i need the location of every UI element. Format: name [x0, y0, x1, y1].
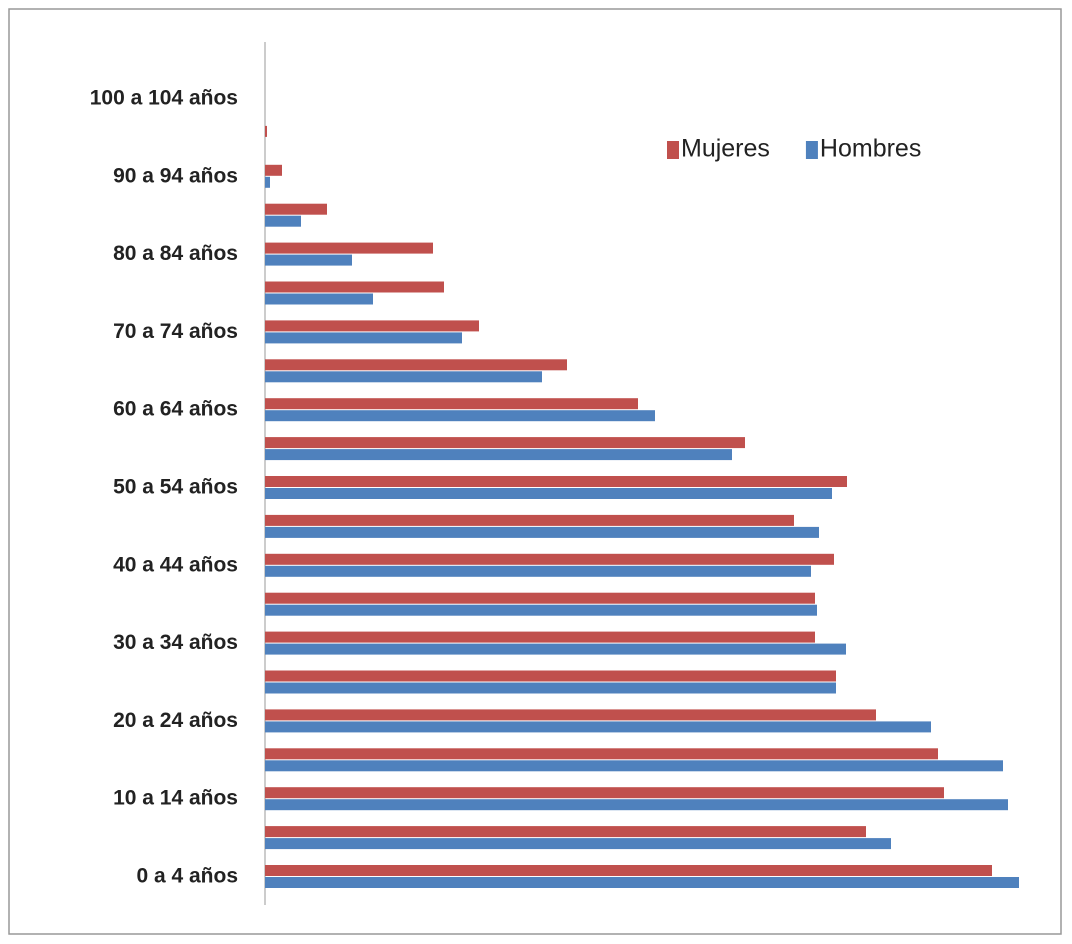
bar [265, 164, 282, 176]
bar [265, 826, 866, 838]
bar [265, 787, 944, 799]
legend-label: Mujeres [681, 135, 770, 163]
bar [265, 799, 1008, 811]
bar [265, 748, 938, 760]
bar [265, 281, 444, 293]
bar [265, 670, 836, 682]
bar [265, 865, 992, 876]
bar [265, 592, 815, 604]
bar [265, 514, 794, 526]
bar [265, 643, 846, 655]
bar [265, 320, 479, 332]
bar [265, 838, 891, 850]
bar [265, 242, 433, 254]
bar [265, 203, 327, 215]
legend-label: Hombres [820, 135, 921, 163]
bar [265, 176, 270, 188]
chart-frame [8, 8, 1062, 935]
bar [265, 604, 817, 616]
bar [265, 215, 301, 227]
bar [265, 526, 819, 538]
y-tick-label: 70 a 74 años [113, 320, 238, 343]
legend-swatch [805, 141, 818, 159]
y-tick-label: 30 a 34 años [113, 631, 238, 654]
bar [265, 398, 638, 410]
y-tick-label: 20 a 24 años [113, 709, 238, 732]
y-tick-label: 80 a 84 años [113, 242, 238, 265]
bar [265, 437, 745, 449]
bar [265, 877, 1019, 888]
y-tick-label: 60 a 64 años [113, 398, 238, 421]
bar [265, 488, 832, 499]
bar [265, 709, 876, 721]
legend-swatch [667, 141, 679, 159]
bar [265, 565, 811, 577]
bar [265, 631, 815, 643]
bar [265, 760, 1003, 772]
bar [265, 254, 352, 266]
bar [265, 682, 836, 694]
bar [265, 476, 847, 487]
bar [265, 721, 931, 733]
y-tick-label: 40 a 44 años [113, 553, 238, 576]
bar [265, 371, 542, 383]
y-tick-label: 50 a 54 años [113, 476, 238, 499]
y-tick-label: 100 a 104 años [90, 87, 238, 110]
bar [265, 449, 732, 461]
y-tick-label: 10 a 14 años [113, 787, 238, 810]
y-tick-label: 0 a 4 años [136, 865, 238, 888]
bar [265, 553, 834, 565]
bar [265, 332, 462, 344]
bar [265, 293, 373, 305]
bar [265, 359, 567, 371]
bar [265, 125, 267, 137]
y-tick-label: 90 a 94 años [113, 164, 238, 187]
bar [265, 410, 655, 422]
